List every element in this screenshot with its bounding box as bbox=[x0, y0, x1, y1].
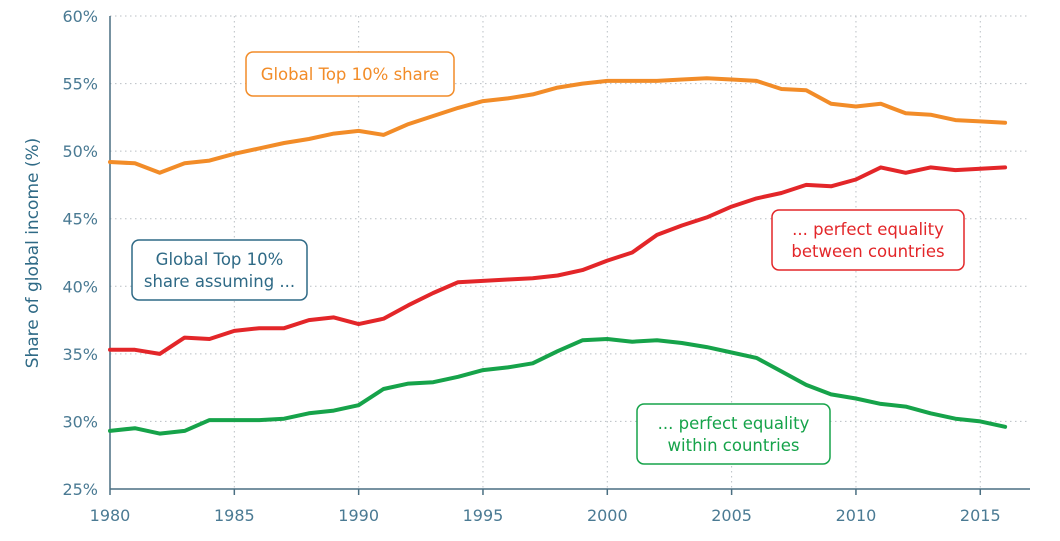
series-line-top10 bbox=[108, 76, 1008, 175]
annotation-box bbox=[245, 51, 455, 97]
y-tick-label: 35% bbox=[62, 345, 98, 364]
y-tick-label: 60% bbox=[62, 7, 98, 26]
y-tick-label: 45% bbox=[62, 210, 98, 229]
annotation-box bbox=[131, 239, 308, 301]
y-tick-label: 55% bbox=[62, 75, 98, 94]
y-tick-label: 50% bbox=[62, 142, 98, 161]
x-tick-label: 2010 bbox=[836, 506, 877, 525]
annotations: Global Top 10% share Global Top 10% share … bbox=[131, 51, 965, 465]
y-tick-label: 25% bbox=[62, 480, 98, 499]
annotation-box bbox=[636, 403, 831, 465]
annotation-within-label: ... perfect equality within countries bbox=[636, 403, 831, 465]
series-line-between bbox=[108, 165, 1008, 356]
x-tick-label: 1995 bbox=[463, 506, 504, 525]
annotation-text: ... perfect equality bbox=[792, 220, 944, 239]
x-tick-label: 2005 bbox=[711, 506, 752, 525]
annotation-text: ... perfect equality bbox=[658, 414, 810, 433]
series-group bbox=[108, 76, 1008, 436]
annotation-between-label: ... perfect equality between countries bbox=[771, 209, 965, 271]
annotation-assuming-label: Global Top 10% share assuming ... bbox=[131, 239, 308, 301]
x-tick-label: 2015 bbox=[960, 506, 1001, 525]
series-line-within bbox=[108, 337, 1008, 436]
annotation-text: between countries bbox=[791, 242, 944, 261]
annotation-text: Global Top 10% share bbox=[261, 65, 440, 84]
annotation-top10-label: Global Top 10% share bbox=[245, 51, 455, 97]
y-axis-label: Share of global income (%) bbox=[23, 138, 43, 369]
x-tick-label: 1980 bbox=[90, 506, 131, 525]
annotation-box bbox=[771, 209, 965, 271]
annotation-text: within countries bbox=[668, 436, 800, 455]
x-tick-label: 1990 bbox=[338, 506, 379, 525]
y-tick-label: 30% bbox=[62, 412, 98, 431]
axes: 25% 30% 35% 40% 45% 50% 55% 60% 1980 1985 1990 1995… bbox=[62, 7, 1030, 525]
y-tick-label: 40% bbox=[62, 277, 98, 296]
x-tick-label: 1985 bbox=[214, 506, 255, 525]
annotation-text: Global Top 10% bbox=[156, 250, 284, 269]
annotation-text: share assuming ... bbox=[144, 272, 295, 291]
x-tick-label: 2000 bbox=[587, 506, 628, 525]
